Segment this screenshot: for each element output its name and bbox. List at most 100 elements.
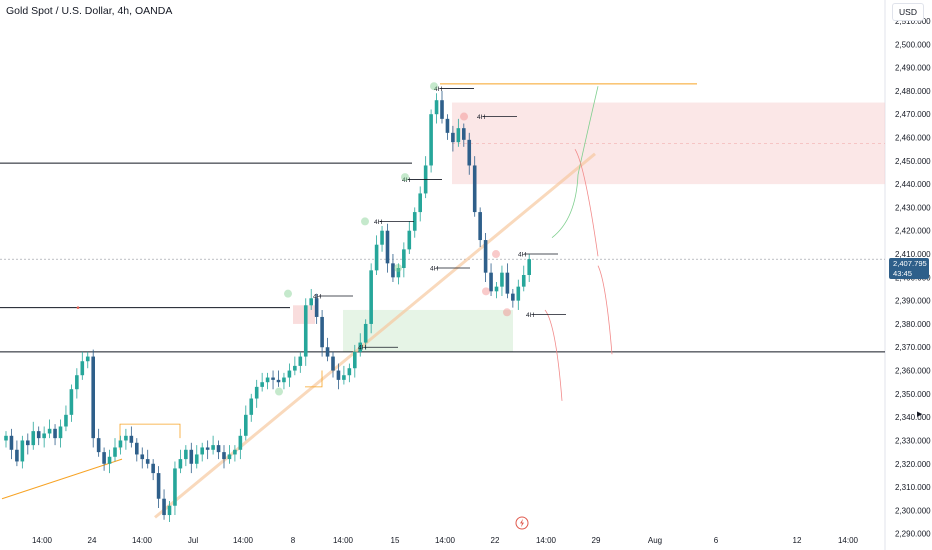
price-tick-label: 2,420.000 — [895, 227, 931, 236]
range-bracket-2 — [305, 370, 323, 388]
candle-body — [4, 435, 8, 441]
price-tick-label: 2,510.000 — [895, 17, 931, 26]
candle-body — [216, 445, 221, 453]
bearish-projection-arrow-1 — [574, 148, 599, 257]
bullish-projection-arrow — [551, 86, 599, 239]
currency-button[interactable]: USD — [892, 3, 924, 21]
candle-body — [505, 272, 510, 294]
price-tick-label: 2,330.000 — [895, 436, 931, 445]
price-tick-label: 2,380.000 — [895, 320, 931, 329]
candle-body — [434, 100, 439, 115]
candle-body — [69, 389, 74, 415]
candle-body — [135, 442, 139, 455]
candle-body — [303, 305, 308, 357]
price-tick-label: 2,320.000 — [895, 460, 931, 469]
candle-body — [194, 454, 199, 464]
candle-body — [467, 139, 472, 166]
tradingview-lightning-icon[interactable] — [515, 516, 529, 530]
time-tick-label: 6 — [714, 536, 719, 545]
price-tick-label: 2,500.000 — [895, 40, 931, 49]
candle-body — [282, 377, 286, 383]
price-tick-label: 2,450.000 — [895, 157, 931, 166]
candle-body — [265, 377, 270, 383]
pivot-marker — [503, 308, 511, 317]
candle-body — [478, 212, 482, 241]
time-tick-label: 8 — [291, 536, 296, 545]
time-tick-label: 14:00 — [536, 536, 557, 545]
candle-body — [402, 249, 406, 269]
price-tick-label: 2,360.000 — [895, 367, 931, 376]
candle-body — [456, 128, 461, 143]
candle-body — [374, 244, 379, 271]
candle-body — [102, 452, 106, 464]
candle-body — [271, 377, 275, 380]
candle-body — [500, 272, 504, 287]
time-tick-label: 29 — [592, 536, 601, 545]
pivot-marker — [275, 387, 283, 396]
candle-body — [462, 128, 466, 140]
candle-body — [353, 351, 357, 369]
triangle-right-icon[interactable]: ▶ — [917, 411, 923, 418]
price-tick-label: 2,340.000 — [895, 413, 931, 422]
time-tick-label: 12 — [793, 536, 802, 545]
level-label: 4H — [518, 252, 527, 259]
pivot-marker — [394, 264, 402, 273]
candle-body — [336, 370, 341, 380]
candle-body — [516, 286, 521, 301]
pivot-marker — [482, 287, 490, 296]
candle-body — [254, 386, 259, 399]
candle-body — [47, 428, 52, 434]
time-tick-label: 14:00 — [333, 536, 354, 545]
candle-body — [527, 259, 531, 275]
pivot-marker — [430, 82, 438, 91]
candle-body — [412, 212, 417, 231]
candle-body — [347, 368, 352, 376]
candle-body — [36, 431, 41, 439]
symbol-title: Gold Spot / U.S. Dollar, 4h, OANDA — [6, 5, 173, 17]
candle-body — [314, 298, 319, 317]
candle-body — [227, 454, 232, 460]
price-tick-label: 2,430.000 — [895, 203, 931, 212]
level-label: 4H — [430, 266, 439, 273]
bearish-projection-arrow-2 — [597, 265, 613, 355]
candle-body — [320, 316, 324, 348]
trendline-main — [154, 152, 596, 519]
current-price-tag: 2,407.795 43:45 — [889, 258, 929, 279]
candle-body — [58, 426, 63, 439]
level-label: 4H — [526, 312, 535, 319]
candle-body — [276, 379, 281, 383]
candle-body — [440, 100, 444, 119]
level-label: 4H — [358, 345, 367, 352]
time-tick-label: 14:00 — [233, 536, 254, 545]
candle-body — [521, 275, 526, 287]
candle-body — [20, 440, 25, 462]
candle-body — [483, 240, 488, 273]
candle-body — [75, 375, 79, 390]
candle-body — [407, 230, 412, 250]
price-tick-label: 2,290.000 — [895, 530, 931, 539]
candle-body — [85, 356, 90, 362]
candle-body — [260, 382, 264, 387]
candle-body — [233, 449, 237, 455]
candle-body — [200, 447, 204, 455]
trendline-left — [1, 458, 123, 500]
candle-body — [156, 473, 161, 499]
level-label: 4H — [477, 114, 486, 121]
level-marker — [76, 306, 80, 309]
candle-body — [391, 263, 395, 278]
candle-body — [42, 433, 46, 439]
pivot-marker — [401, 173, 409, 182]
candle-body — [205, 447, 210, 450]
candle-body — [369, 270, 373, 324]
candle-body — [325, 347, 330, 357]
candle-body — [385, 230, 390, 264]
candle-body — [151, 463, 155, 474]
time-tick-label: 14:00 — [32, 536, 53, 545]
candle-body — [489, 272, 493, 292]
candle-body — [331, 356, 335, 371]
level-label: 4H — [313, 293, 322, 300]
bearish-projection-arrow-3 — [544, 309, 563, 401]
candle-body — [494, 286, 499, 292]
candle-body — [211, 445, 215, 450]
